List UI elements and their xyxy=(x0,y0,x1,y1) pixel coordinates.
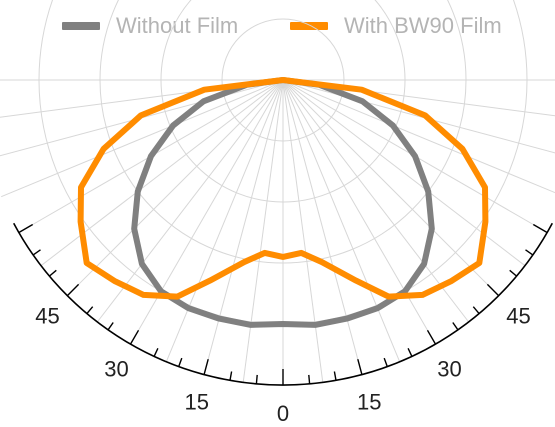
arc-tick xyxy=(532,223,548,234)
arc-tick xyxy=(18,223,34,234)
arc-tick xyxy=(153,348,159,357)
grid-spoke xyxy=(203,79,284,375)
legend-item-without-film: Without Film xyxy=(62,8,238,44)
arc-tick xyxy=(66,283,80,297)
arc-tick xyxy=(452,322,459,331)
grid-spoke xyxy=(282,79,555,194)
grid-spoke xyxy=(66,79,284,297)
arc-tick xyxy=(525,249,534,256)
legend-label-without-film: Without Film xyxy=(116,13,239,38)
grid-spoke xyxy=(96,79,284,323)
legend-item-with-bw90-film: With BW90 Film xyxy=(290,8,502,44)
series-line-with-bw90-film xyxy=(77,77,489,300)
arc-tick xyxy=(255,374,258,384)
grid-spoke xyxy=(282,79,500,297)
tick-label: 15 xyxy=(357,390,381,415)
arc-tick xyxy=(357,359,363,375)
tick-layer: 45 30 15 0 15 30 45 xyxy=(35,304,530,427)
arc-tick xyxy=(203,359,209,375)
tick-label: 30 xyxy=(104,356,128,381)
tick-label: 30 xyxy=(437,356,461,381)
legend: Without Film With BW90 Film xyxy=(0,8,555,44)
arc-tick xyxy=(383,357,388,367)
arc-tick xyxy=(129,329,140,345)
grid-spoke xyxy=(130,79,284,345)
legend-label-with-bw90-film: With BW90 Film xyxy=(344,13,502,38)
arc-tick xyxy=(178,357,183,367)
legend-swatch-with-bw90-film xyxy=(290,22,328,30)
grid-spoke xyxy=(242,79,284,383)
grid-spoke xyxy=(282,79,324,383)
arc-tick xyxy=(229,371,233,381)
series-layer xyxy=(77,77,489,328)
tick-label: 15 xyxy=(185,390,209,415)
arc-tick xyxy=(486,283,500,297)
tick-label: 45 xyxy=(506,304,530,329)
tick-label: 0 xyxy=(277,401,289,426)
arc-tick xyxy=(107,322,114,331)
arc-tick xyxy=(48,269,57,277)
arc-tick xyxy=(472,306,480,315)
grid-spoke xyxy=(282,79,363,375)
outer-arc xyxy=(12,222,554,386)
grid-spoke xyxy=(282,79,555,154)
grid-spoke xyxy=(282,79,470,323)
grid-spoke xyxy=(165,79,284,362)
arc-tick xyxy=(86,306,94,315)
grid-spoke xyxy=(282,79,401,362)
arc-tick xyxy=(426,329,437,345)
arc-tick xyxy=(32,249,41,256)
arc-tick xyxy=(333,371,337,381)
arc-tick xyxy=(509,269,518,277)
series-line-without-film xyxy=(131,77,435,328)
tick-label: 45 xyxy=(35,304,59,329)
arc-tick xyxy=(308,374,311,384)
legend-swatch-without-film xyxy=(62,22,100,30)
grid-spoke xyxy=(1,79,284,198)
arc-tick xyxy=(407,348,413,357)
grid-spoke xyxy=(282,79,436,345)
